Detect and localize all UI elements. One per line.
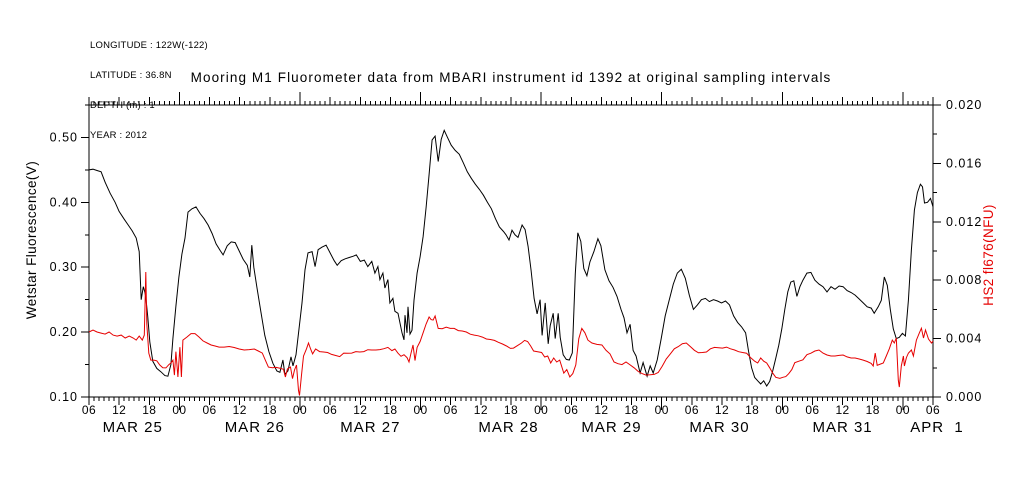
- x-hour-label: 06: [685, 403, 699, 417]
- x-hour-label: 18: [866, 403, 880, 417]
- metadata-year: YEAR : 2012: [90, 130, 148, 141]
- y-left-tick-label: 0.20: [50, 325, 78, 339]
- x-hour-label: 12: [835, 403, 849, 417]
- y-right-tick-label: 0.004: [946, 332, 982, 346]
- x-hour-label: 18: [383, 403, 397, 417]
- x-hour-label: 00: [534, 403, 548, 417]
- x-hour-label: 12: [353, 403, 367, 417]
- x-hour-label: 06: [805, 403, 819, 417]
- x-date-label: MAR 31: [812, 419, 872, 436]
- x-hour-label: 06: [323, 403, 337, 417]
- y-right-tick-label: 0.000: [946, 390, 982, 404]
- wetstar-series-line: [88, 128, 934, 387]
- y-left-tick-label: 0.40: [50, 195, 78, 209]
- y-right-tick-label: 0.008: [946, 273, 982, 287]
- page-title: Mooring M1 Fluorometer data from MBARI i…: [190, 70, 832, 85]
- x-date-label: MAR 26: [225, 419, 285, 436]
- x-hour-label: 12: [594, 403, 608, 417]
- x-hour-label: 00: [775, 403, 789, 417]
- x-hour-label: 06: [82, 403, 96, 417]
- x-hour-label: 12: [112, 403, 126, 417]
- x-date-label: MAR 27: [340, 419, 400, 436]
- y-right-tick-label: 0.016: [946, 156, 982, 170]
- hs2-series-line: [88, 271, 934, 396]
- axis-ticks: [81, 92, 941, 410]
- x-hour-label: 06: [564, 403, 578, 417]
- x-hour-label: 12: [474, 403, 488, 417]
- metadata-latitude: LATITUDE : 36.8N: [90, 70, 172, 81]
- x-hour-label: 06: [202, 403, 216, 417]
- x-date-label: MAR 29: [581, 419, 641, 436]
- y-right-tick-label: 0.012: [946, 215, 982, 229]
- x-hour-label: 18: [745, 403, 759, 417]
- x-date-label: APR 1: [910, 419, 964, 436]
- x-hour-label: 18: [142, 403, 156, 417]
- y-right-tick-label: 0.020: [946, 98, 982, 112]
- x-hour-label: 00: [896, 403, 910, 417]
- x-hour-label: 18: [624, 403, 638, 417]
- metadata-longitude: LONGITUDE : 122W(-122): [90, 40, 208, 51]
- x-hour-label: 18: [263, 403, 277, 417]
- x-hour-label: 00: [413, 403, 427, 417]
- x-hour-label: 00: [293, 403, 307, 417]
- x-date-label: MAR 30: [689, 419, 749, 436]
- x-hour-label: 00: [172, 403, 186, 417]
- x-hour-label: 12: [715, 403, 729, 417]
- x-hour-label: 00: [655, 403, 669, 417]
- x-hour-label: 06: [444, 403, 458, 417]
- x-date-label: MAR 28: [478, 419, 538, 436]
- x-hour-label: 06: [926, 403, 940, 417]
- x-hour-label: 18: [504, 403, 518, 417]
- x-hour-label: 12: [233, 403, 247, 417]
- x-date-label: MAR 25: [103, 419, 163, 436]
- plot-frame: [88, 104, 934, 398]
- y-left-tick-label: 0.10: [50, 390, 78, 404]
- y-left-tick-label: 0.50: [50, 130, 78, 144]
- y-left-tick-label: 0.30: [50, 260, 78, 274]
